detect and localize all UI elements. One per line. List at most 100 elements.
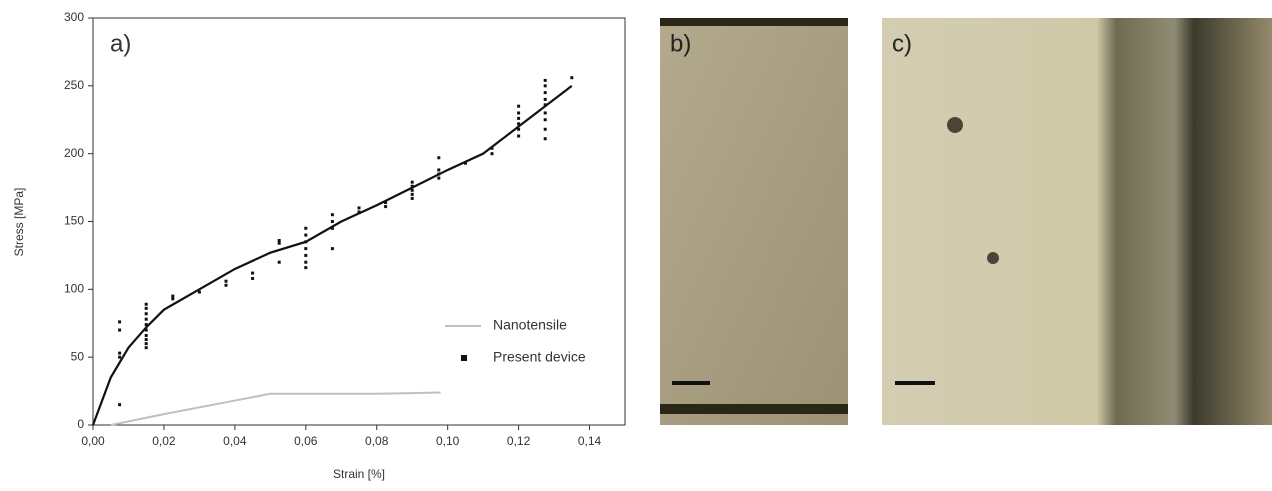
point: [144, 306, 148, 310]
point: [410, 192, 414, 196]
point: [171, 294, 175, 298]
point: [144, 312, 148, 316]
point: [144, 338, 148, 342]
x-tick-label: 0,00: [81, 434, 105, 448]
point: [543, 137, 547, 141]
legend-swatch: [461, 355, 467, 361]
point: [384, 201, 388, 205]
point: [357, 210, 361, 214]
point: [277, 260, 281, 264]
y-tick-label: 300: [64, 10, 84, 24]
point: [144, 342, 148, 346]
point: [543, 118, 547, 122]
edge: [660, 404, 848, 414]
point: [517, 134, 521, 138]
y-tick-label: 150: [64, 214, 84, 228]
x-tick-label: 0,04: [223, 434, 247, 448]
panel-label: c): [892, 30, 912, 57]
legend-label: Nanotensile: [493, 317, 567, 333]
y-axis-label: Stress [MPa]: [12, 188, 26, 257]
line: [110, 391, 441, 426]
point: [543, 111, 547, 115]
point: [490, 152, 494, 156]
point: [144, 302, 148, 306]
point: [224, 279, 228, 283]
point: [543, 127, 547, 131]
scale-bar: [895, 381, 935, 385]
x-axis-label: Strain [%]: [333, 467, 385, 481]
point: [118, 351, 122, 355]
point: [330, 226, 334, 230]
point: [144, 346, 148, 350]
point: [543, 84, 547, 88]
point: [118, 355, 122, 359]
x-tick-label: 0,12: [507, 434, 531, 448]
point: [517, 104, 521, 108]
point: [543, 78, 547, 82]
point: [251, 271, 255, 275]
point: [517, 127, 521, 131]
point: [118, 328, 122, 332]
panel-label: b): [670, 30, 691, 57]
point: [277, 238, 281, 242]
point: [224, 283, 228, 287]
x-tick-label: 0,06: [294, 434, 318, 448]
point: [304, 266, 308, 270]
scale-bar: [672, 381, 710, 385]
point: [304, 247, 308, 251]
point: [171, 297, 175, 301]
micrograph-c: [882, 18, 1272, 425]
y-tick-label: 100: [64, 282, 84, 296]
point: [330, 213, 334, 217]
panel-label: a): [110, 30, 131, 57]
point: [384, 205, 388, 209]
point: [197, 290, 201, 294]
y-tick-label: 0: [77, 417, 84, 431]
particle: [987, 252, 999, 264]
x-tick-label: 0,14: [578, 434, 602, 448]
point: [437, 176, 441, 180]
point: [410, 184, 414, 188]
y-tick-label: 250: [64, 78, 84, 92]
point: [437, 156, 441, 160]
point: [357, 206, 361, 210]
x-tick-label: 0,02: [152, 434, 176, 448]
point: [304, 233, 308, 237]
micrograph-b: [660, 18, 848, 425]
point: [144, 333, 148, 337]
point: [517, 116, 521, 120]
plot: 0,00 0,02 0,04 0,06 0,08 0,10 0,12 0,14 0 50 100 15…: [64, 10, 602, 448]
point: [543, 97, 547, 101]
y-tick-label: 50: [71, 349, 85, 363]
point: [144, 323, 148, 327]
y-tick-label: 200: [64, 146, 84, 160]
particle: [947, 117, 963, 133]
point: [410, 196, 414, 200]
point: [144, 317, 148, 321]
point: [570, 76, 574, 80]
x-tick-label: 0,08: [365, 434, 389, 448]
point: [330, 247, 334, 251]
legend-label: Present device: [493, 349, 586, 365]
edge: [660, 18, 848, 26]
point: [118, 320, 122, 324]
line: [91, 84, 573, 426]
point: [330, 220, 334, 223]
point: [517, 111, 521, 115]
point: [517, 122, 521, 126]
point: [304, 260, 308, 264]
point: [251, 276, 255, 280]
point: [543, 91, 547, 95]
point: [410, 188, 414, 192]
point: [410, 180, 414, 184]
x-tick-label: 0,10: [436, 434, 460, 448]
point: [304, 253, 308, 257]
point: [118, 403, 122, 407]
point: [304, 226, 308, 230]
point: [144, 328, 148, 332]
point: [463, 161, 467, 165]
point: [437, 168, 441, 172]
point: [277, 241, 281, 245]
